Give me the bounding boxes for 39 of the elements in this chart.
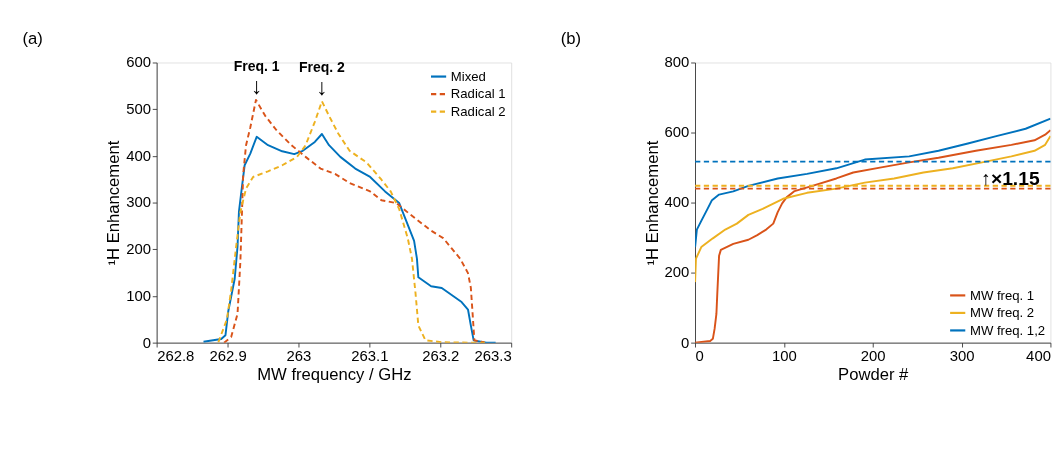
y-axis-title: ¹H Enhancement bbox=[104, 140, 124, 266]
x-tick-label: 100 bbox=[771, 347, 797, 364]
x-tick-label: 262.8 bbox=[157, 347, 195, 364]
annotation: Freq. 2 bbox=[298, 59, 346, 76]
annotation: ↓ bbox=[316, 74, 328, 101]
legend-label: MW freq. 1 bbox=[969, 287, 1035, 303]
y-tick-label: 100 bbox=[126, 287, 152, 304]
y-tick-label: 600 bbox=[664, 124, 690, 141]
annotation: Freq. 1 bbox=[233, 58, 280, 75]
legend-label: Radical 2 bbox=[450, 103, 506, 119]
y-tick-label: 200 bbox=[664, 264, 690, 281]
x-axis-title: MW frequency / GHz bbox=[257, 364, 412, 384]
chart-title: (a) bbox=[22, 29, 43, 49]
x-tick-label: 400 bbox=[1026, 347, 1051, 364]
annotation: ↑×1.15 bbox=[981, 167, 1040, 189]
x-tick-label: 263.3 bbox=[474, 347, 512, 364]
legend-label: Radical 1 bbox=[450, 86, 506, 102]
y-tick-label: 0 bbox=[142, 334, 152, 351]
x-tick-label: 0 bbox=[695, 347, 704, 364]
x-axis-title: Powder # bbox=[838, 364, 910, 384]
legend-label: Mixed bbox=[450, 68, 486, 84]
chart-title: (b) bbox=[560, 29, 582, 49]
x-tick-label: 300 bbox=[949, 347, 975, 364]
y-tick-label: 800 bbox=[664, 54, 690, 71]
legend-label: MW freq. 2 bbox=[969, 305, 1035, 321]
y-tick-label: 0 bbox=[681, 334, 690, 351]
x-tick-label: 263.1 bbox=[351, 347, 389, 364]
y-tick-label: 600 bbox=[126, 54, 152, 71]
y-tick-label: 400 bbox=[126, 147, 152, 164]
y-tick-label: 200 bbox=[126, 241, 152, 258]
y-tick-label: 400 bbox=[664, 194, 690, 211]
y-axis-title: ¹H Enhancement bbox=[642, 140, 662, 266]
y-tick-label: 300 bbox=[126, 194, 152, 211]
legend-label: MW freq. 1,2 bbox=[969, 322, 1046, 338]
y-tick-label: 500 bbox=[126, 101, 152, 118]
x-tick-label: 263.2 bbox=[422, 347, 460, 364]
x-tick-label: 200 bbox=[860, 347, 886, 364]
x-tick-label: 263 bbox=[286, 347, 312, 364]
x-tick-label: 262.9 bbox=[209, 347, 247, 364]
